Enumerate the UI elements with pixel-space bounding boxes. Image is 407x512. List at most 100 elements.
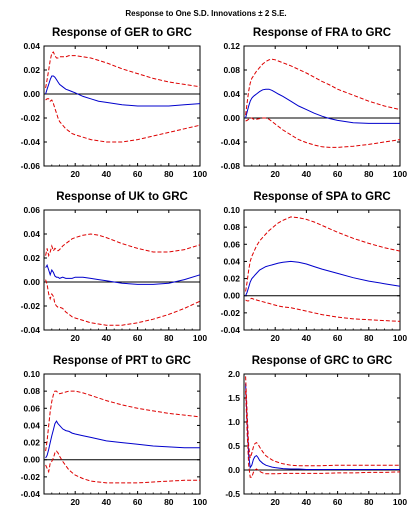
y-tick-label: 0.06 — [223, 239, 240, 249]
figure-title: Response to One S.D. Innovations ± 2 S.E… — [125, 9, 286, 18]
y-tick-label: 0.08 — [23, 386, 40, 396]
y-tick-label: -0.02 — [221, 308, 241, 318]
y-tick-label: -0.04 — [221, 137, 241, 147]
y-tick-label: 0.02 — [223, 274, 240, 284]
series-lower-band — [45, 98, 201, 143]
x-tick-label: 80 — [364, 497, 374, 507]
series-response — [245, 383, 400, 470]
y-tick-label: 0.12 — [223, 41, 240, 51]
x-tick-label: 40 — [102, 333, 112, 343]
panel-4: Response of SPA to GRC -0.04 -0.02 0.00 0.02… — [221, 191, 407, 343]
x-tick-label: 60 — [133, 169, 143, 179]
x-tick-label: 20 — [70, 169, 80, 179]
x-tick-label: 40 — [102, 169, 112, 179]
y-tick-label: 2.0 — [228, 369, 240, 379]
x-tick-label: 20 — [270, 169, 280, 179]
y-tick-label: 0.02 — [23, 65, 40, 75]
x-tick-label: 40 — [302, 169, 312, 179]
x-tick-label: 100 — [193, 497, 207, 507]
y-tick-label: 0.10 — [23, 369, 40, 379]
panel-6: Response of GRC to GRC -0.5 0.0 0.5 1.0 1.5 2.… — [225, 355, 407, 507]
panel-2: Response of FRA to GRC -0.08 -0.04 0.00 0.04… — [221, 27, 407, 179]
series-response — [45, 75, 201, 107]
panel-title: Response of UK to GRC — [56, 191, 188, 203]
y-tick-label: 0.04 — [23, 41, 40, 51]
y-tick-label: 0.00 — [223, 291, 240, 301]
y-tick-label: 0.00 — [23, 277, 40, 287]
series-upper-band — [245, 216, 401, 292]
series-lower-band — [245, 390, 401, 478]
plot-frame — [43, 45, 201, 167]
y-tick-label: 0.06 — [23, 403, 40, 413]
series-upper-band — [45, 233, 201, 258]
x-tick-label: 80 — [364, 333, 374, 343]
x-tick-label: 60 — [333, 169, 343, 179]
x-tick-label: 40 — [302, 333, 312, 343]
series-lower-band — [45, 450, 200, 484]
panel-title: Response of GRC to GRC — [252, 355, 393, 367]
y-tick-label: 0.04 — [23, 420, 40, 430]
y-tick-label: 1.0 — [228, 417, 240, 427]
x-tick-label: 60 — [333, 333, 343, 343]
series-lower-band — [245, 297, 401, 322]
panel-title: Response of FRA to GRC — [253, 27, 391, 39]
y-tick-label: 0.00 — [23, 455, 40, 465]
y-tick-label: 0.08 — [223, 222, 240, 232]
x-tick-label: 40 — [302, 497, 312, 507]
x-tick-label: 80 — [164, 497, 174, 507]
plot-frame — [43, 209, 201, 331]
series-response — [245, 88, 400, 124]
y-tick-label: -0.02 — [21, 113, 41, 123]
series-upper-band — [245, 376, 400, 467]
y-tick-label: 0.08 — [223, 65, 240, 75]
series-upper-band — [45, 390, 201, 452]
y-tick-label: 1.5 — [228, 393, 240, 403]
plot-frame — [243, 45, 401, 167]
y-tick-label: 0.02 — [23, 253, 40, 263]
x-tick-label: 40 — [102, 497, 112, 507]
series-lower-band — [245, 117, 401, 148]
x-tick-label: 20 — [270, 497, 280, 507]
x-tick-label: 100 — [393, 333, 407, 343]
x-tick-label: 80 — [364, 169, 374, 179]
panel-1: Response of GER to GRC -0.06 -0.04 -0.02 0.0… — [21, 27, 208, 179]
x-tick-label: 100 — [393, 169, 407, 179]
y-tick-label: -0.04 — [21, 325, 41, 335]
panel-3: Response of UK to GRC -0.04 -0.02 0.00 0.02 0… — [21, 191, 208, 343]
series-lower-band — [45, 279, 201, 326]
series-response — [45, 264, 201, 285]
x-tick-label: 20 — [270, 333, 280, 343]
y-tick-label: 0.04 — [223, 256, 240, 266]
y-tick-label: -0.02 — [21, 301, 41, 311]
y-tick-label: 0.04 — [223, 89, 240, 99]
panel-title: Response of PRT to GRC — [53, 355, 191, 367]
x-tick-label: 80 — [164, 333, 174, 343]
x-tick-label: 100 — [393, 497, 407, 507]
x-tick-label: 60 — [133, 497, 143, 507]
series-response — [45, 420, 200, 459]
y-tick-label: -0.5 — [225, 489, 240, 499]
y-tick-label: 0.10 — [223, 205, 240, 215]
y-tick-label: 0.00 — [223, 113, 240, 123]
x-tick-label: 20 — [70, 333, 80, 343]
x-tick-label: 60 — [133, 333, 143, 343]
x-tick-label: 80 — [164, 169, 174, 179]
y-tick-label: -0.04 — [21, 137, 41, 147]
y-tick-label: -0.04 — [21, 489, 41, 499]
x-tick-label: 100 — [193, 333, 207, 343]
y-tick-label: 0.06 — [23, 205, 40, 215]
x-tick-label: 20 — [70, 497, 80, 507]
y-tick-label: -0.06 — [21, 161, 41, 171]
y-tick-label: -0.02 — [21, 472, 41, 482]
plot-frame — [243, 373, 401, 495]
x-tick-label: 60 — [333, 497, 343, 507]
y-tick-label: 0.04 — [23, 229, 40, 239]
y-tick-label: -0.08 — [221, 161, 241, 171]
series-response — [245, 260, 401, 296]
y-tick-label: 0.0 — [228, 465, 240, 475]
y-tick-label: 0.5 — [228, 441, 240, 451]
series-upper-band — [45, 51, 201, 89]
y-tick-label: 0.02 — [23, 438, 40, 448]
panel-title: Response of GER to GRC — [52, 27, 192, 39]
